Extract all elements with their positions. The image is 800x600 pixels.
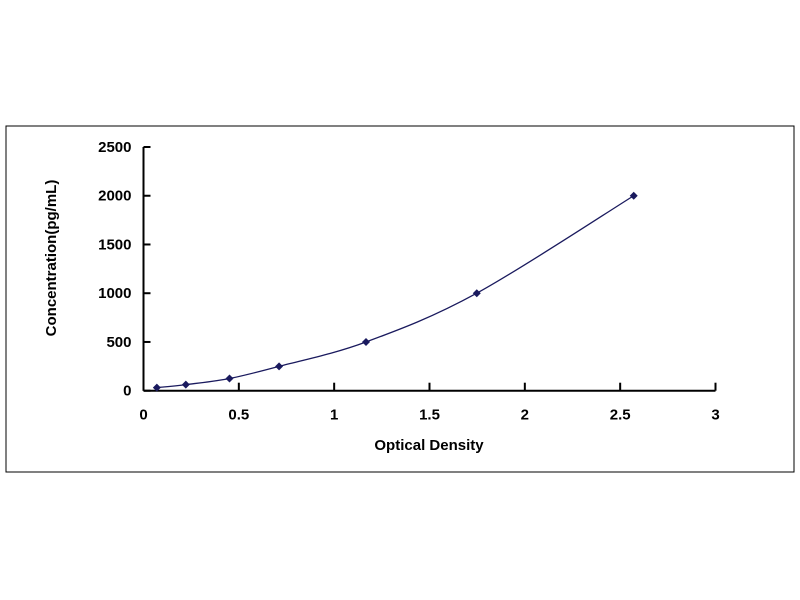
data-point [181, 380, 190, 389]
fit-curve [156, 195, 635, 389]
y-axis-label: Concentration(pg/mL) [43, 180, 60, 337]
data-point [362, 337, 371, 346]
y-tick-label: 0 [123, 383, 131, 400]
data-point [225, 374, 234, 383]
y-tick-label: 2500 [98, 139, 131, 156]
x-axis-label: Optical Density [374, 437, 484, 454]
x-tick-label: 0 [139, 407, 147, 424]
chart-border [5, 125, 795, 473]
x-tick-label: 2.5 [610, 407, 631, 424]
y-tick-label: 2000 [98, 188, 131, 205]
y-tick-label: 500 [106, 334, 131, 351]
x-tick-label: 2 [521, 407, 529, 424]
y-tick-label: 1000 [98, 285, 131, 302]
data-point [152, 383, 161, 392]
x-tick-label: 1.5 [419, 407, 440, 424]
data-point [629, 191, 638, 200]
x-tick-label: 3 [711, 407, 719, 424]
x-tick-label: 0.5 [228, 407, 249, 424]
data-point [472, 289, 481, 298]
x-tick-label: 1 [330, 407, 338, 424]
y-tick-label: 1500 [98, 236, 131, 253]
data-point [275, 362, 284, 371]
